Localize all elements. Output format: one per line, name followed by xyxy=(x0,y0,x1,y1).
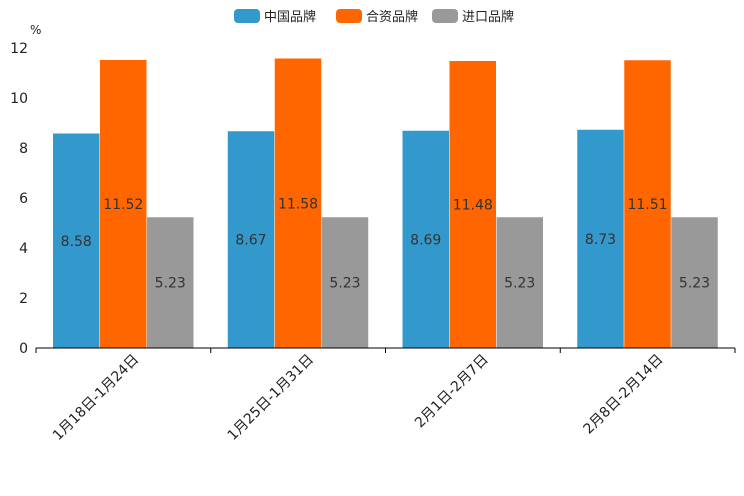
bar-value-label: 8.73 xyxy=(585,232,616,248)
x-category-label: 1月25日-1月31日 xyxy=(225,352,317,444)
legend-swatch xyxy=(336,9,362,23)
y-tick-label: 6 xyxy=(19,191,28,207)
y-tick-label: 4 xyxy=(19,241,28,257)
x-category-label: 2月1日-2月7日 xyxy=(412,352,492,432)
bar xyxy=(402,130,449,348)
x-category-label: 1月18日-1月24日 xyxy=(50,352,142,444)
legend-swatch xyxy=(432,9,458,23)
bar-value-label: 5.23 xyxy=(504,276,535,292)
legend-item[interactable]: 合资品牌 xyxy=(336,9,418,25)
bar xyxy=(274,58,322,348)
legend-swatch xyxy=(234,9,260,23)
bar xyxy=(53,133,100,348)
bar-value-label: 5.23 xyxy=(679,276,710,292)
bar-value-label: 11.58 xyxy=(278,196,318,212)
bar xyxy=(496,217,543,348)
bar xyxy=(671,217,718,348)
y-axis: 0 2 4 6 8 10 12 xyxy=(10,41,28,357)
y-tick-label: 10 xyxy=(10,91,28,107)
bar-value-label: 8.69 xyxy=(410,232,441,248)
legend-label: 合资品牌 xyxy=(366,9,418,25)
bar-value-label: 11.51 xyxy=(627,197,667,213)
bar xyxy=(321,217,369,348)
bar-value-label: 11.48 xyxy=(453,198,493,214)
bar-value-label: 8.67 xyxy=(235,233,266,249)
bar-value-label: 8.58 xyxy=(61,234,92,250)
legend: 中国品牌 合资品牌 进口品牌 xyxy=(234,9,514,25)
bar xyxy=(449,61,496,348)
y-tick-label: 0 xyxy=(19,341,28,357)
bar xyxy=(100,60,147,348)
y-axis-unit-label: % xyxy=(30,23,41,37)
bar-value-label: 5.23 xyxy=(155,276,186,292)
bar xyxy=(227,131,275,348)
bars: 8.58 11.52 5.23 8.67 11.58 5.23 8.69 11.48 5.23 8… xyxy=(53,58,718,348)
y-tick-label: 2 xyxy=(19,291,28,307)
bar-value-label: 5.23 xyxy=(329,276,360,292)
legend-item[interactable]: 中国品牌 xyxy=(234,9,316,25)
bar xyxy=(624,60,671,348)
bar-value-label: 11.52 xyxy=(103,197,143,213)
x-axis: 1月18日-1月24日 1月25日-1月31日 2月1日-2月7日 2月8日-2月14… xyxy=(35,347,736,444)
bar xyxy=(577,129,624,348)
legend-label: 进口品牌 xyxy=(462,9,514,25)
legend-label: 中国品牌 xyxy=(264,9,316,25)
x-category-label: 2月8日-2月14日 xyxy=(580,352,666,438)
y-tick-label: 8 xyxy=(19,141,28,157)
legend-item[interactable]: 进口品牌 xyxy=(432,9,514,25)
y-tick-label: 12 xyxy=(10,41,28,57)
bar xyxy=(147,217,194,348)
